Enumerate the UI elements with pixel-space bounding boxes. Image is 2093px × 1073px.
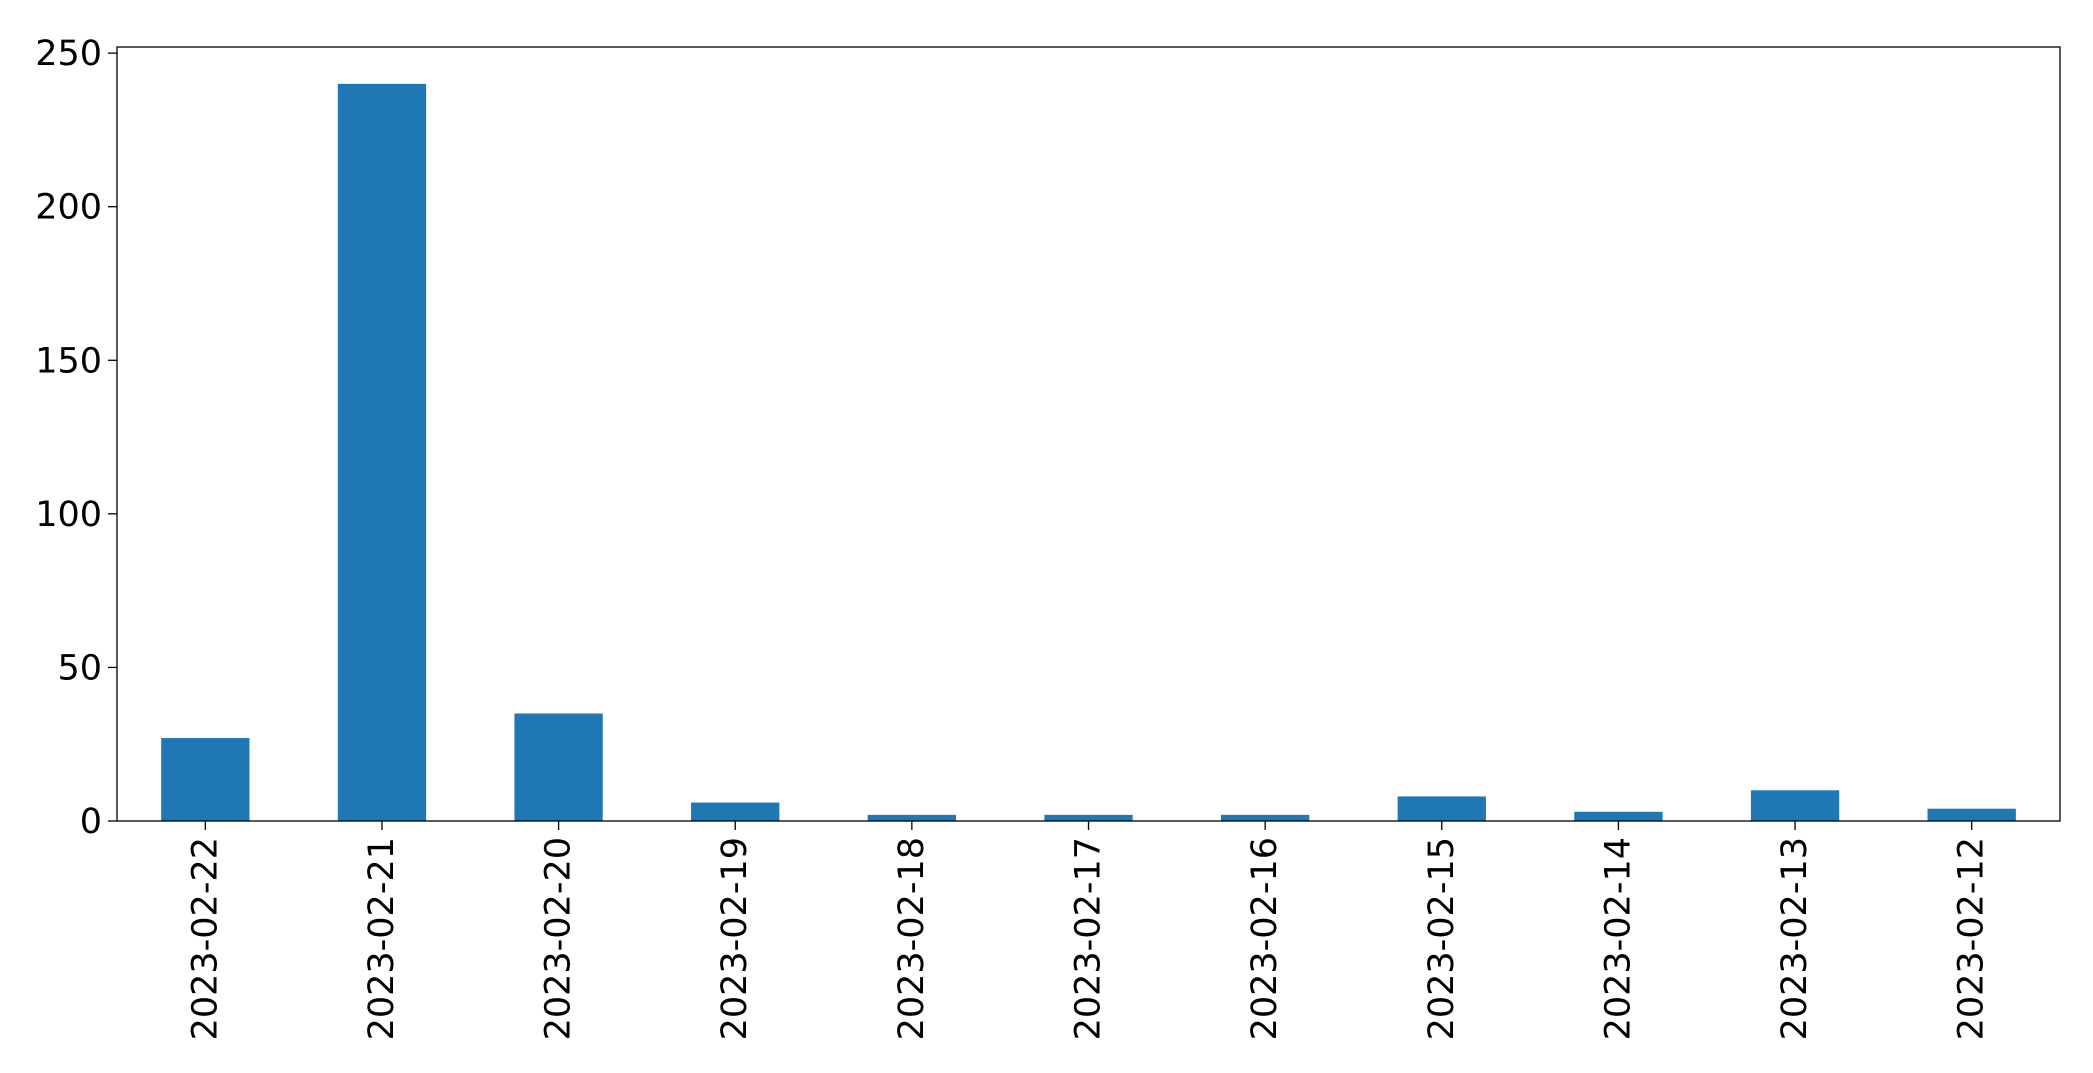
x-axis: 2023-02-22 2023-02-21 2023-02-20 2023-02-19…	[185, 821, 1992, 1040]
y-tick-label: 0	[80, 802, 102, 842]
y-axis: 0 50 100 150 200 250	[35, 34, 117, 842]
y-tick-label: 200	[35, 188, 102, 228]
bar-2023-02-21	[337, 83, 427, 822]
bar-2023-02-16	[1220, 814, 1310, 821]
x-tick-label: 2023-02-19	[715, 837, 755, 1040]
bar-2023-02-17	[1044, 814, 1133, 821]
bar-2023-02-22	[161, 738, 250, 821]
x-tick-label: 2023-02-17	[1069, 837, 1109, 1040]
x-tick-label: 2023-02-21	[362, 837, 402, 1040]
bar-2023-02-13	[1750, 790, 1840, 821]
bar-2023-02-15	[1397, 796, 1486, 821]
x-tick-label: 2023-02-18	[892, 837, 932, 1040]
x-tick-label: 2023-02-22	[185, 837, 225, 1040]
x-tick-label: 2023-02-12	[1952, 837, 1992, 1040]
x-tick-label: 2023-02-20	[539, 837, 579, 1040]
y-tick-label: 250	[35, 34, 102, 74]
bar-2023-02-14	[1574, 811, 1663, 821]
y-tick-label: 150	[35, 341, 102, 381]
x-tick-label: 2023-02-13	[1775, 837, 1815, 1040]
y-tick-label: 100	[35, 495, 102, 535]
bar-2023-02-18	[867, 814, 957, 821]
x-tick-label: 2023-02-15	[1422, 837, 1462, 1040]
y-tick-label: 50	[57, 648, 102, 688]
x-tick-label: 2023-02-16	[1245, 837, 1285, 1040]
x-tick-label: 2023-02-14	[1598, 837, 1638, 1040]
bars-layer	[161, 83, 2016, 822]
bar-2023-02-12	[1927, 808, 2016, 821]
bar-2023-02-20	[514, 713, 603, 821]
bar-2023-02-19	[691, 802, 780, 821]
